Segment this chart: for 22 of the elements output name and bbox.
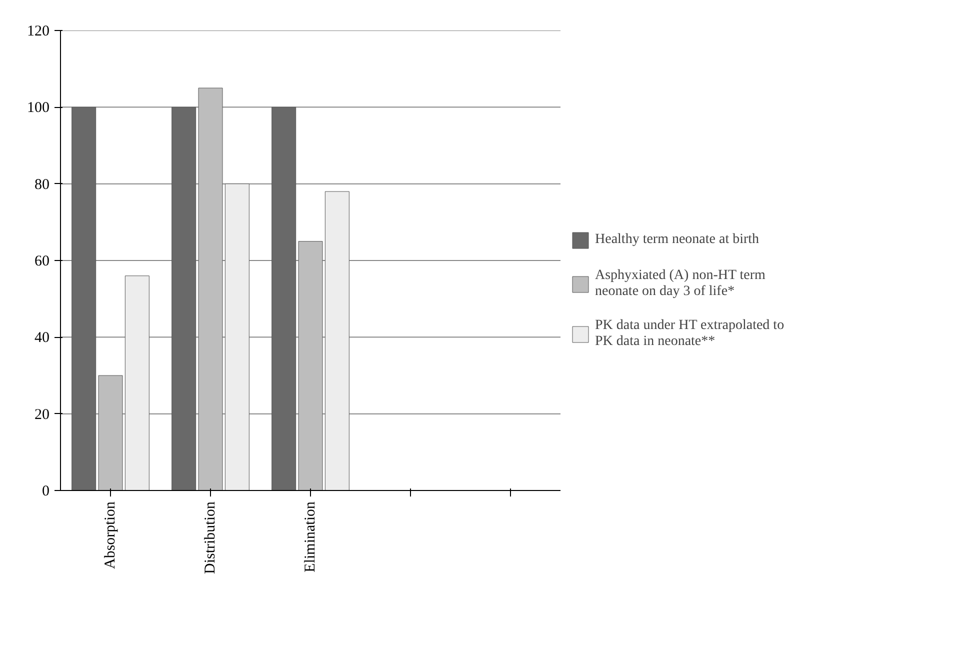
- x-tick-label: Absorption: [102, 501, 118, 569]
- legend-label: Healthy term neonate at birth: [595, 232, 760, 248]
- bar: [72, 106, 96, 490]
- y-tick-label: 120: [27, 24, 50, 40]
- y-tick-label: 100: [27, 100, 50, 116]
- y-tick-label: 40: [34, 330, 50, 346]
- legend-label: Asphyxiated (A) non-HT term neonate on day 3 of life*: [595, 268, 766, 300]
- legend-label: PK data under HT extrapolated to PK data in neonate**: [595, 318, 784, 350]
- bar: [198, 88, 223, 490]
- y-tick-label: 80: [34, 176, 50, 193]
- x-tick-label: Elimination: [302, 501, 318, 572]
- bar: [224, 184, 250, 490]
- bar: [98, 375, 123, 490]
- y-tick-label: 0: [42, 484, 50, 500]
- bar: [172, 106, 196, 490]
- bar: [124, 276, 150, 490]
- y-tick-label: 20: [34, 406, 50, 423]
- bar: [272, 106, 296, 490]
- bar: [298, 241, 323, 490]
- x-tick-label: Distribution: [202, 501, 218, 574]
- bar: [324, 191, 350, 490]
- y-tick-label: 60: [34, 254, 50, 270]
